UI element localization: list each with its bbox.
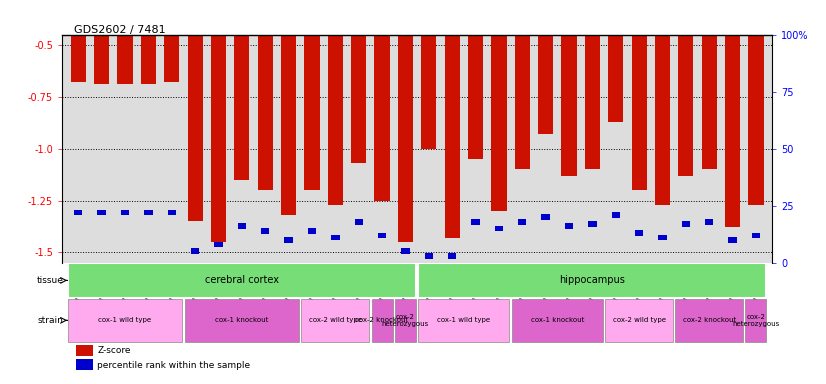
Bar — [284, 237, 292, 243]
Bar — [585, 35, 600, 169]
Text: cox-2 wild type: cox-2 wild type — [613, 317, 666, 323]
Bar — [472, 219, 480, 225]
Text: cox-2
heterozygous: cox-2 heterozygous — [733, 314, 780, 327]
Bar — [401, 248, 410, 254]
Bar — [188, 35, 202, 221]
Bar — [608, 35, 624, 122]
Bar — [655, 35, 670, 205]
Bar — [168, 210, 176, 215]
Bar — [745, 299, 767, 342]
Bar — [518, 219, 526, 225]
Bar — [611, 212, 620, 218]
Bar — [542, 214, 550, 220]
Bar — [117, 35, 133, 84]
Bar — [76, 345, 93, 356]
Bar — [301, 299, 369, 342]
Text: percentile rank within the sample: percentile rank within the sample — [97, 361, 250, 369]
Text: cox-1 knockout: cox-1 knockout — [530, 317, 584, 323]
Text: cox-2
heterozygous: cox-2 heterozygous — [382, 314, 429, 327]
Bar — [635, 230, 643, 236]
Bar — [331, 235, 339, 240]
Bar — [328, 35, 343, 205]
Bar — [678, 35, 694, 175]
Bar — [76, 359, 93, 370]
Bar — [308, 228, 316, 233]
Bar — [448, 253, 456, 259]
Text: cox-1 wild type: cox-1 wild type — [98, 317, 152, 323]
Bar — [191, 248, 199, 254]
Text: cerebral cortex: cerebral cortex — [205, 275, 279, 285]
Bar — [235, 35, 249, 180]
Bar — [491, 35, 506, 211]
Bar — [94, 35, 109, 84]
Bar — [725, 35, 740, 227]
Text: cox-2 knockout: cox-2 knockout — [682, 317, 736, 323]
Bar — [211, 35, 226, 242]
Bar — [145, 210, 153, 215]
Bar — [395, 299, 416, 342]
Bar — [748, 35, 763, 205]
Bar — [565, 223, 573, 229]
Bar — [374, 35, 390, 200]
Bar — [515, 35, 529, 169]
Text: tissue: tissue — [37, 276, 64, 285]
Text: strain: strain — [38, 316, 64, 325]
Bar — [421, 35, 436, 149]
Bar — [121, 210, 129, 215]
Text: cox-2 wild type: cox-2 wild type — [309, 317, 362, 323]
Bar — [752, 232, 760, 238]
Bar — [418, 263, 767, 298]
Bar — [468, 35, 483, 159]
Bar — [238, 223, 246, 229]
Bar — [676, 299, 743, 342]
Bar — [701, 35, 717, 169]
Bar — [495, 226, 503, 232]
Bar — [305, 35, 320, 190]
Bar — [261, 228, 269, 233]
Bar — [588, 221, 596, 227]
Bar — [681, 221, 690, 227]
Bar — [354, 219, 363, 225]
Bar — [71, 35, 86, 82]
Bar — [444, 35, 460, 238]
Text: GDS2602 / 7481: GDS2602 / 7481 — [74, 25, 166, 35]
Bar — [632, 35, 647, 190]
Bar — [378, 232, 387, 238]
Text: Z-score: Z-score — [97, 346, 131, 356]
Text: cox-2 knockout: cox-2 knockout — [355, 317, 409, 323]
Bar — [281, 35, 297, 215]
Bar — [418, 299, 510, 342]
Text: cox-1 wild type: cox-1 wild type — [437, 317, 491, 323]
Bar — [214, 242, 223, 247]
Bar — [512, 299, 603, 342]
Bar — [97, 210, 106, 215]
Text: hippocampus: hippocampus — [559, 275, 625, 285]
Bar — [140, 35, 156, 84]
Text: cox-1 knockout: cox-1 knockout — [216, 317, 268, 323]
Bar — [425, 253, 433, 259]
Bar — [562, 35, 577, 175]
Bar — [398, 35, 413, 242]
Bar — [351, 35, 366, 163]
Bar — [705, 219, 714, 225]
Bar — [538, 35, 553, 134]
Bar — [372, 299, 392, 342]
Bar — [68, 299, 183, 342]
Bar — [605, 299, 673, 342]
Bar — [185, 299, 299, 342]
Bar — [658, 235, 667, 240]
Bar — [258, 35, 273, 190]
Bar — [164, 35, 179, 82]
Bar — [729, 237, 737, 243]
Bar — [68, 263, 416, 298]
Bar — [74, 210, 83, 215]
